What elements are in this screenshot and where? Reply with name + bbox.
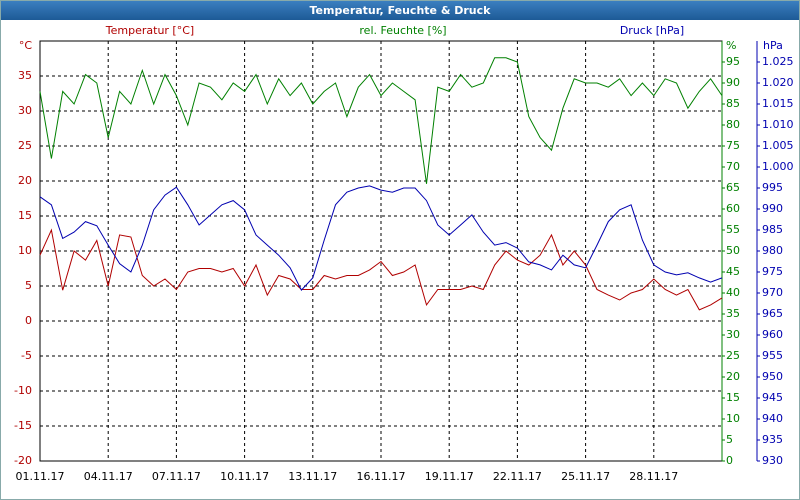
y2-tick-label: 75 [726,139,740,152]
y2-tick-label: 95 [726,55,740,68]
y2-tick-label: 70 [726,160,740,173]
y-tick-label: 15 [18,209,32,222]
y2-tick-label: 65 [726,181,740,194]
y3-tick-label: 960 [762,328,783,341]
x-tick-label: 07.11.17 [152,470,201,483]
x-tick-label: 04.11.17 [84,470,133,483]
y3-tick-label: 995 [762,181,783,194]
y3-tick-label: 945 [762,391,783,404]
title-bar [1,1,799,20]
x-tick-label: 16.11.17 [357,470,406,483]
y3-tick-label: 1.025 [762,55,794,68]
x-tick-label: 22.11.17 [493,470,542,483]
y2-tick-label: 90 [726,76,740,89]
x-tick-label: 19.11.17 [425,470,474,483]
y3-tick-label: 990 [762,202,783,215]
y3-tick-label: 955 [762,349,783,362]
x-tick-label: 13.11.17 [288,470,337,483]
x-tick-label: 01.11.17 [16,470,65,483]
y2-tick-label: 50 [726,244,740,257]
data-line [39,228,723,311]
y-tick-label: 30 [18,104,32,117]
axis-unit: % [726,39,736,52]
axis-title: Temperatur [°C] [105,24,194,37]
y3-tick-label: 985 [762,223,783,236]
x-tick-label: 28.11.17 [629,470,678,483]
y3-tick-label: 1.000 [762,160,794,173]
y-tick-label: 5 [25,279,32,292]
y3-tick-label: 970 [762,286,783,299]
y3-tick-label: 1.010 [762,118,794,131]
y-tick-label: -20 [14,454,32,467]
y-tick-label: -15 [14,419,32,432]
axis-title: rel. Feuchte [%] [359,24,446,37]
x-tick-label: 25.11.17 [561,470,610,483]
y2-tick-label: 15 [726,391,740,404]
y-tick-label: 25 [18,139,32,152]
y3-tick-label: 950 [762,370,783,383]
axis-title: Druck [hPa] [620,24,684,37]
y2-tick-label: 5 [726,433,733,446]
y3-tick-label: 930 [762,454,783,467]
y2-tick-label: 80 [726,118,740,131]
y2-tick-label: 85 [726,97,740,110]
y3-tick-label: 1.015 [762,97,794,110]
y2-tick-label: 35 [726,307,740,320]
chart-title: Temperatur, Feuchte & Druck [310,4,492,17]
y-tick-label: 35 [18,69,32,82]
y-tick-label: 20 [18,174,32,187]
y-tick-label: 0 [25,314,32,327]
y3-tick-label: 940 [762,412,783,425]
axis-unit: °C [19,39,33,52]
y3-tick-label: 935 [762,433,783,446]
y2-tick-label: 30 [726,328,740,341]
y2-tick-label: 45 [726,265,740,278]
axis-unit: hPa [763,39,783,52]
y2-tick-label: 20 [726,370,740,383]
y2-tick-label: 25 [726,349,740,362]
y2-tick-label: 60 [726,202,740,215]
y3-tick-label: 1.005 [762,139,794,152]
y3-tick-label: 965 [762,307,783,320]
y3-tick-label: 975 [762,265,783,278]
y2-tick-label: 0 [726,454,733,467]
data-line [39,185,723,291]
y2-tick-label: 10 [726,412,740,425]
y3-tick-label: 980 [762,244,783,257]
y-tick-label: -5 [21,349,32,362]
y2-tick-label: 55 [726,223,740,236]
y3-tick-label: 1.020 [762,76,794,89]
data-line [39,57,723,184]
y2-tick-label: 40 [726,286,740,299]
y-tick-label: -10 [14,384,32,397]
y-tick-label: 10 [18,244,32,257]
x-tick-label: 10.11.17 [220,470,269,483]
